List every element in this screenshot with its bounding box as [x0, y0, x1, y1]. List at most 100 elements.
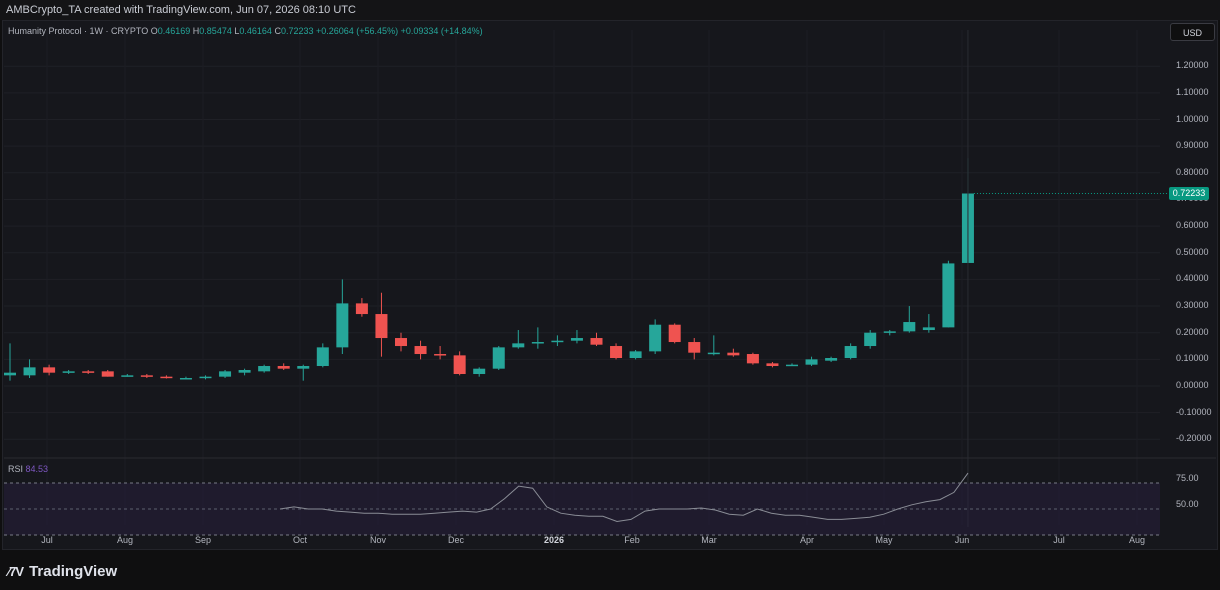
- footer: [0, 552, 1220, 590]
- candle-body: [492, 347, 505, 369]
- candle-body: [629, 351, 642, 359]
- low-label: L: [234, 26, 240, 36]
- price-change: +0.26064 (+56.45%): [316, 26, 399, 36]
- candle-body: [649, 324, 662, 352]
- candle-body: [903, 322, 916, 332]
- candle-body: [179, 378, 192, 380]
- candle-body: [140, 375, 153, 377]
- price-axis-label: 0.00000: [1176, 380, 1209, 390]
- candle-body: [727, 352, 740, 356]
- candle-body: [512, 343, 525, 348]
- candle-body: [805, 359, 818, 365]
- time-axis-label: Jul: [41, 535, 53, 545]
- candle-body: [825, 358, 838, 361]
- high-value: 0.85474: [199, 26, 232, 36]
- candle-body: [434, 354, 447, 356]
- candle-body: [590, 338, 603, 345]
- time-axis-label: Jun: [954, 535, 970, 545]
- candle-body: [355, 303, 368, 315]
- candle-body: [277, 366, 290, 369]
- time-axis-label: Mar: [701, 535, 717, 545]
- time-axis-label: Apr: [799, 535, 815, 545]
- time-axis-label: Aug: [116, 535, 134, 545]
- candle-body: [864, 332, 877, 347]
- time-axis-label: Sep: [194, 535, 212, 545]
- price-axis-label: 0.10000: [1176, 353, 1209, 364]
- currency-button[interactable]: USD: [1170, 23, 1215, 41]
- candle-body: [883, 331, 896, 333]
- chart-panel[interactable]: [2, 20, 1218, 550]
- candle-body: [238, 370, 251, 373]
- candle-body: [473, 368, 486, 375]
- candle-body: [160, 376, 173, 379]
- attribution-bar: AMBCrypto_TA created with TradingView.co…: [0, 0, 1220, 20]
- candle-body: [258, 366, 271, 372]
- high-label: H: [192, 26, 200, 36]
- candle-body: [297, 366, 310, 369]
- rsi-level-50: 50.00: [1176, 499, 1199, 509]
- price-axis-label: 0.80000: [1176, 166, 1209, 177]
- time-axis-label: Feb: [624, 535, 640, 545]
- candle-body: [551, 340, 564, 343]
- candle-body: [62, 371, 75, 373]
- candle-body: [199, 376, 212, 379]
- rsi-legend: RSI 84.53: [8, 464, 48, 474]
- close-value: 0.72233: [280, 26, 314, 36]
- candle-body: [414, 346, 427, 355]
- rsi-level-75: 75.00: [1176, 473, 1199, 483]
- tradingview-logo-icon: ⁄7V: [8, 564, 24, 579]
- candle-body: [4, 372, 16, 376]
- candle-body: [453, 355, 466, 375]
- time-axis-label: Aug: [1128, 535, 1146, 545]
- secondary-change: +0.09334 (+14.84%): [400, 26, 483, 36]
- rsi-name: RSI: [8, 464, 24, 474]
- time-axis-label: May: [875, 535, 893, 545]
- symbol-legend: Humanity Protocol · 1W · CRYPTO O0.46169…: [8, 26, 483, 36]
- candle-body: [746, 354, 759, 364]
- candle-body: [844, 346, 857, 359]
- rsi-value: 84.53: [25, 464, 49, 474]
- price-axis-label: 1.10000: [1176, 86, 1209, 97]
- rsi-line: [279, 472, 969, 523]
- close-label: C: [274, 26, 281, 36]
- symbol-title: Humanity Protocol · 1W · CRYPTO: [8, 26, 149, 36]
- candle-body: [43, 367, 56, 373]
- candle-body: [786, 364, 798, 367]
- candle-body: [688, 342, 701, 353]
- low-value: 0.46164: [239, 26, 272, 36]
- last-price-tag: 0.72233: [1169, 187, 1209, 200]
- open-label: O: [150, 26, 158, 36]
- candle-body: [219, 371, 232, 377]
- candle-body: [121, 375, 134, 377]
- candle-body: [570, 338, 583, 341]
- price-axis-label: 0.60000: [1176, 220, 1209, 231]
- tradingview-brand[interactable]: ⁄7V TradingView: [8, 563, 117, 580]
- price-axis-label: -0.20000: [1176, 433, 1212, 444]
- candle-body: [766, 363, 779, 367]
- candle-body: [82, 371, 95, 373]
- price-axis-label: 0.90000: [1176, 140, 1209, 151]
- candle-body: [316, 347, 329, 367]
- time-axis-label: Nov: [369, 535, 387, 545]
- candle-body: [23, 367, 36, 376]
- time-axis-label: 2026: [543, 535, 565, 545]
- time-axis-label: Oct: [292, 535, 308, 545]
- open-value: 0.46169: [157, 26, 191, 36]
- price-axis-label: 0.50000: [1176, 246, 1209, 257]
- price-axis-label: 1.00000: [1176, 113, 1209, 124]
- attribution-text: AMBCrypto_TA created with TradingView.co…: [6, 4, 356, 16]
- price-axis-label: 0.40000: [1176, 273, 1209, 284]
- brand-name: TradingView: [29, 563, 118, 580]
- candle-body: [336, 303, 349, 348]
- time-axis-label: Dec: [447, 535, 465, 545]
- candle-body: [610, 346, 623, 359]
- candle-body: [101, 371, 114, 377]
- candle-body: [922, 327, 935, 331]
- price-axis-label: -0.10000: [1176, 406, 1212, 417]
- candle-body: [668, 324, 681, 343]
- price-axis-label: 1.20000: [1176, 60, 1209, 71]
- candle-body: [531, 342, 544, 344]
- candle-body: [942, 263, 955, 328]
- price-axis-label: 0.30000: [1176, 300, 1209, 311]
